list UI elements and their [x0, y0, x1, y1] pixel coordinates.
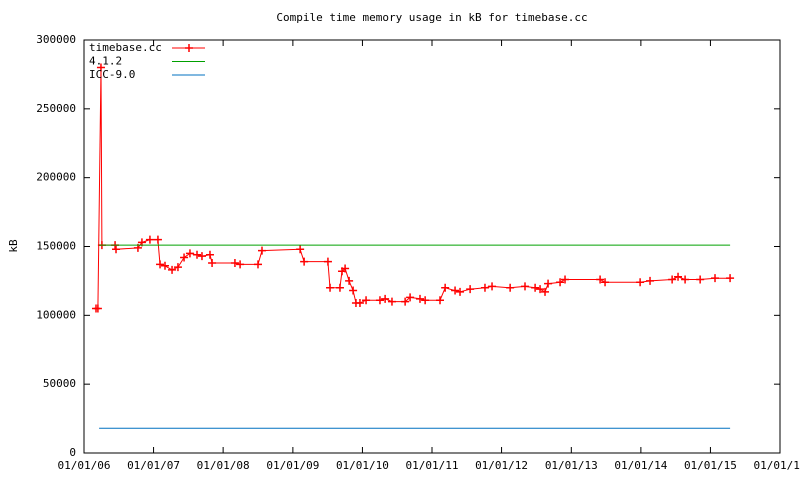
point-marker	[185, 249, 194, 258]
x-tick-label: 01/01/07	[127, 459, 180, 472]
point-marker	[323, 257, 332, 266]
point-marker	[258, 246, 267, 255]
series-line	[96, 67, 731, 309]
point-marker	[726, 274, 735, 283]
y-tick-label: 0	[69, 446, 76, 459]
point-marker	[153, 235, 162, 244]
point-marker	[441, 283, 450, 292]
point-marker	[349, 286, 358, 295]
point-marker	[466, 285, 475, 294]
point-marker	[355, 298, 364, 307]
point-marker	[556, 278, 565, 287]
point-marker	[674, 272, 683, 281]
y-tick-label: 50000	[43, 377, 76, 390]
y-tick-label: 100000	[36, 308, 76, 321]
point-marker	[296, 245, 305, 254]
point-marker	[711, 274, 720, 283]
point-marker	[415, 294, 424, 303]
point-marker	[156, 260, 165, 269]
point-marker	[230, 259, 239, 268]
point-marker	[96, 63, 105, 72]
point-marker	[561, 275, 570, 284]
y-tick-label: 250000	[36, 102, 76, 115]
point-marker	[436, 296, 445, 305]
point-marker	[345, 276, 354, 285]
point-marker	[208, 259, 217, 268]
point-marker	[362, 296, 371, 305]
x-tick-label: 01/01/11	[406, 459, 459, 472]
point-marker	[480, 283, 489, 292]
point-marker	[521, 282, 530, 291]
legend-marker	[185, 44, 193, 52]
point-marker	[646, 276, 655, 285]
x-tick-label: 01/01/09	[266, 459, 319, 472]
legend-label: timebase.cc	[89, 41, 162, 54]
x-tick-label: 01/01/14	[614, 459, 667, 472]
point-marker	[236, 260, 245, 269]
point-marker	[254, 260, 262, 269]
x-tick-label: 01/01/10	[336, 459, 389, 472]
point-marker	[93, 304, 102, 313]
point-marker	[636, 278, 645, 287]
x-tick-label: 01/01/12	[475, 459, 528, 472]
point-marker	[160, 261, 169, 270]
point-marker	[601, 278, 610, 287]
point-marker	[205, 250, 214, 259]
point-marker	[180, 253, 189, 262]
point-marker	[681, 275, 690, 284]
point-marker	[193, 250, 202, 259]
x-tick-label: 01/01/06	[58, 459, 111, 472]
point-marker	[544, 279, 553, 288]
point-marker	[531, 283, 540, 292]
point-marker	[335, 283, 344, 292]
y-tick-label: 150000	[36, 240, 76, 253]
x-tick-label: 01/01/08	[197, 459, 250, 472]
point-marker	[112, 245, 121, 254]
point-marker	[596, 275, 605, 284]
point-marker	[387, 297, 396, 306]
legend-label: 4.1.2	[89, 55, 122, 68]
point-marker	[668, 275, 677, 284]
point-marker	[488, 282, 497, 291]
x-tick-label: 01/01/13	[545, 459, 598, 472]
point-marker	[401, 297, 410, 306]
point-marker	[506, 283, 515, 292]
x-tick-label: 01/01/15	[684, 459, 737, 472]
point-marker	[145, 235, 154, 244]
point-marker	[300, 257, 309, 266]
point-marker	[341, 264, 350, 273]
point-marker	[168, 265, 177, 274]
point-marker	[536, 285, 545, 294]
point-marker	[541, 287, 550, 296]
y-axis-label: kB	[7, 239, 20, 253]
point-marker	[326, 283, 335, 292]
legend-label: ICC-9.0	[89, 68, 135, 81]
y-tick-label: 200000	[36, 171, 76, 184]
point-marker	[197, 252, 206, 261]
chart-title: Compile time memory usage in kB for time…	[276, 11, 587, 24]
point-marker	[381, 294, 390, 303]
point-marker	[696, 275, 705, 284]
y-tick-label: 300000	[36, 33, 76, 46]
point-marker	[173, 263, 182, 272]
point-marker	[421, 296, 430, 305]
plot-border	[83, 39, 781, 454]
point-marker	[456, 287, 465, 296]
point-marker	[451, 286, 460, 295]
point-marker	[406, 293, 415, 302]
point-marker	[375, 296, 384, 305]
x-tick-label: 01/01/16	[754, 459, 800, 472]
